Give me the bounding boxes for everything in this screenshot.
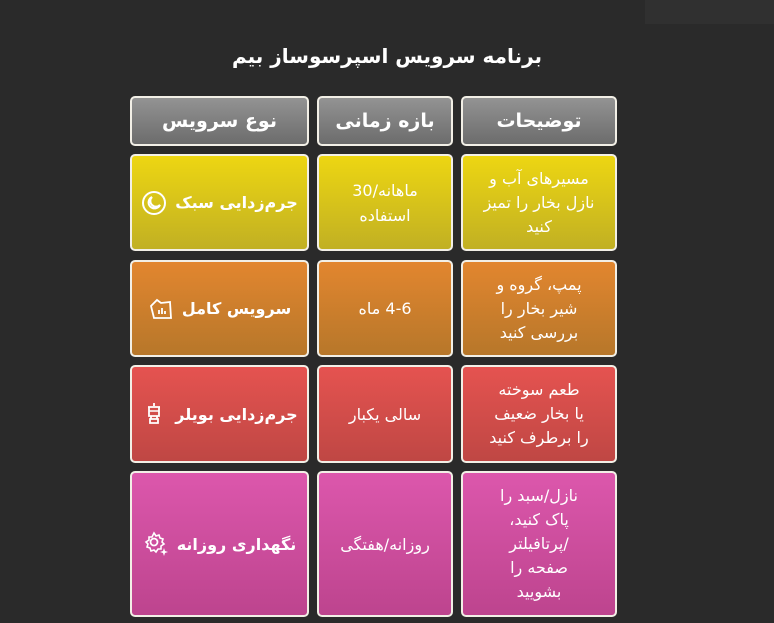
service-type-cell: جرم‌زدایی بویلر xyxy=(130,365,309,463)
service-type-cell: نگهداری روزانه xyxy=(130,471,309,617)
gear-sparkle-icon xyxy=(144,531,168,556)
header-service-type: نوع سرویس xyxy=(130,96,309,146)
description-cell: پمپ، گروه و شیر بخار را بررسی کنید xyxy=(461,260,617,357)
description-cell: طعم سوخته یا بخار ضعیف را برطرف کنید xyxy=(461,365,617,463)
service-type-cell: سرویس کامل xyxy=(130,260,309,357)
page-title: برنامه سرویس اسپرسوساز بیم xyxy=(231,44,543,68)
service-type-label: جرم‌زدایی بویلر xyxy=(175,404,298,424)
service-type-label: سرویس کامل xyxy=(181,299,292,318)
interval-cell: روزانه/هفتگی xyxy=(317,471,453,617)
interval-cell: 4-6 ماه xyxy=(317,260,453,357)
service-type-label: نگهداری روزانه xyxy=(176,534,297,554)
chart-box-icon xyxy=(149,298,172,319)
header-interval: بازه زمانی xyxy=(317,96,453,146)
interval-cell: سالی یکبار xyxy=(317,365,453,463)
description-cell: نازل/سبد را پاک کنید، /پرتافیلتر صفحه را… xyxy=(461,471,617,617)
top-band xyxy=(645,0,774,24)
boiler-icon xyxy=(148,403,161,424)
header-description: توضیحات xyxy=(461,96,617,146)
moon-icon xyxy=(142,190,167,215)
service-type-cell: جرم‌زدایی سبک xyxy=(130,154,309,251)
description-cell: مسیرهای آب و نازل بخار را تمیز کنید xyxy=(461,154,617,251)
interval-cell: ماهانه/30 استفاده xyxy=(317,154,453,251)
service-type-label: جرم‌زدایی سبک xyxy=(175,193,298,212)
